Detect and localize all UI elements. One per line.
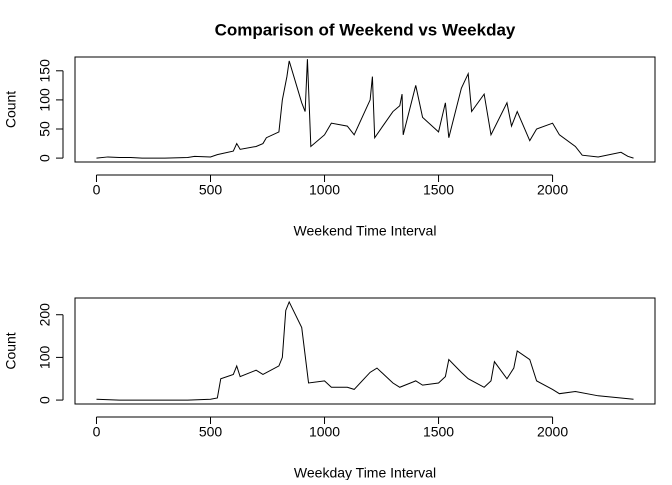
y-tick-label: 0 (37, 396, 53, 404)
x-tick-label: 1500 (423, 424, 454, 440)
x-tick-label: 1500 (423, 182, 454, 198)
x-axis-label: Weekend Time Interval (294, 223, 437, 239)
x-tick-label: 500 (199, 424, 223, 440)
plot-frame (74, 56, 656, 163)
x-tick-label: 2000 (537, 182, 568, 198)
x-tick-label: 0 (93, 424, 101, 440)
data-line (96, 300, 634, 401)
y-tick-label: 150 (37, 59, 53, 83)
plot-frame (74, 297, 656, 405)
x-tick-label: 500 (199, 182, 223, 198)
y-tick-label: 100 (37, 346, 53, 370)
y-tick-label: 200 (37, 303, 53, 327)
y-tick-label: 50 (37, 121, 53, 137)
x-tick-label: 2000 (537, 424, 568, 440)
y-tick-label: 100 (37, 88, 53, 112)
x-tick-label: 1000 (309, 424, 340, 440)
x-tick-label: 0 (93, 182, 101, 198)
y-tick-label: 0 (37, 154, 53, 162)
y-axis-label: Count (3, 332, 19, 369)
data-line (96, 59, 634, 159)
x-tick-label: 1000 (309, 182, 340, 198)
chart-title: Comparison of Weekend vs Weekday (215, 20, 516, 39)
y-axis-label: Count (3, 91, 19, 128)
x-axis-label: Weekday Time Interval (294, 465, 436, 480)
